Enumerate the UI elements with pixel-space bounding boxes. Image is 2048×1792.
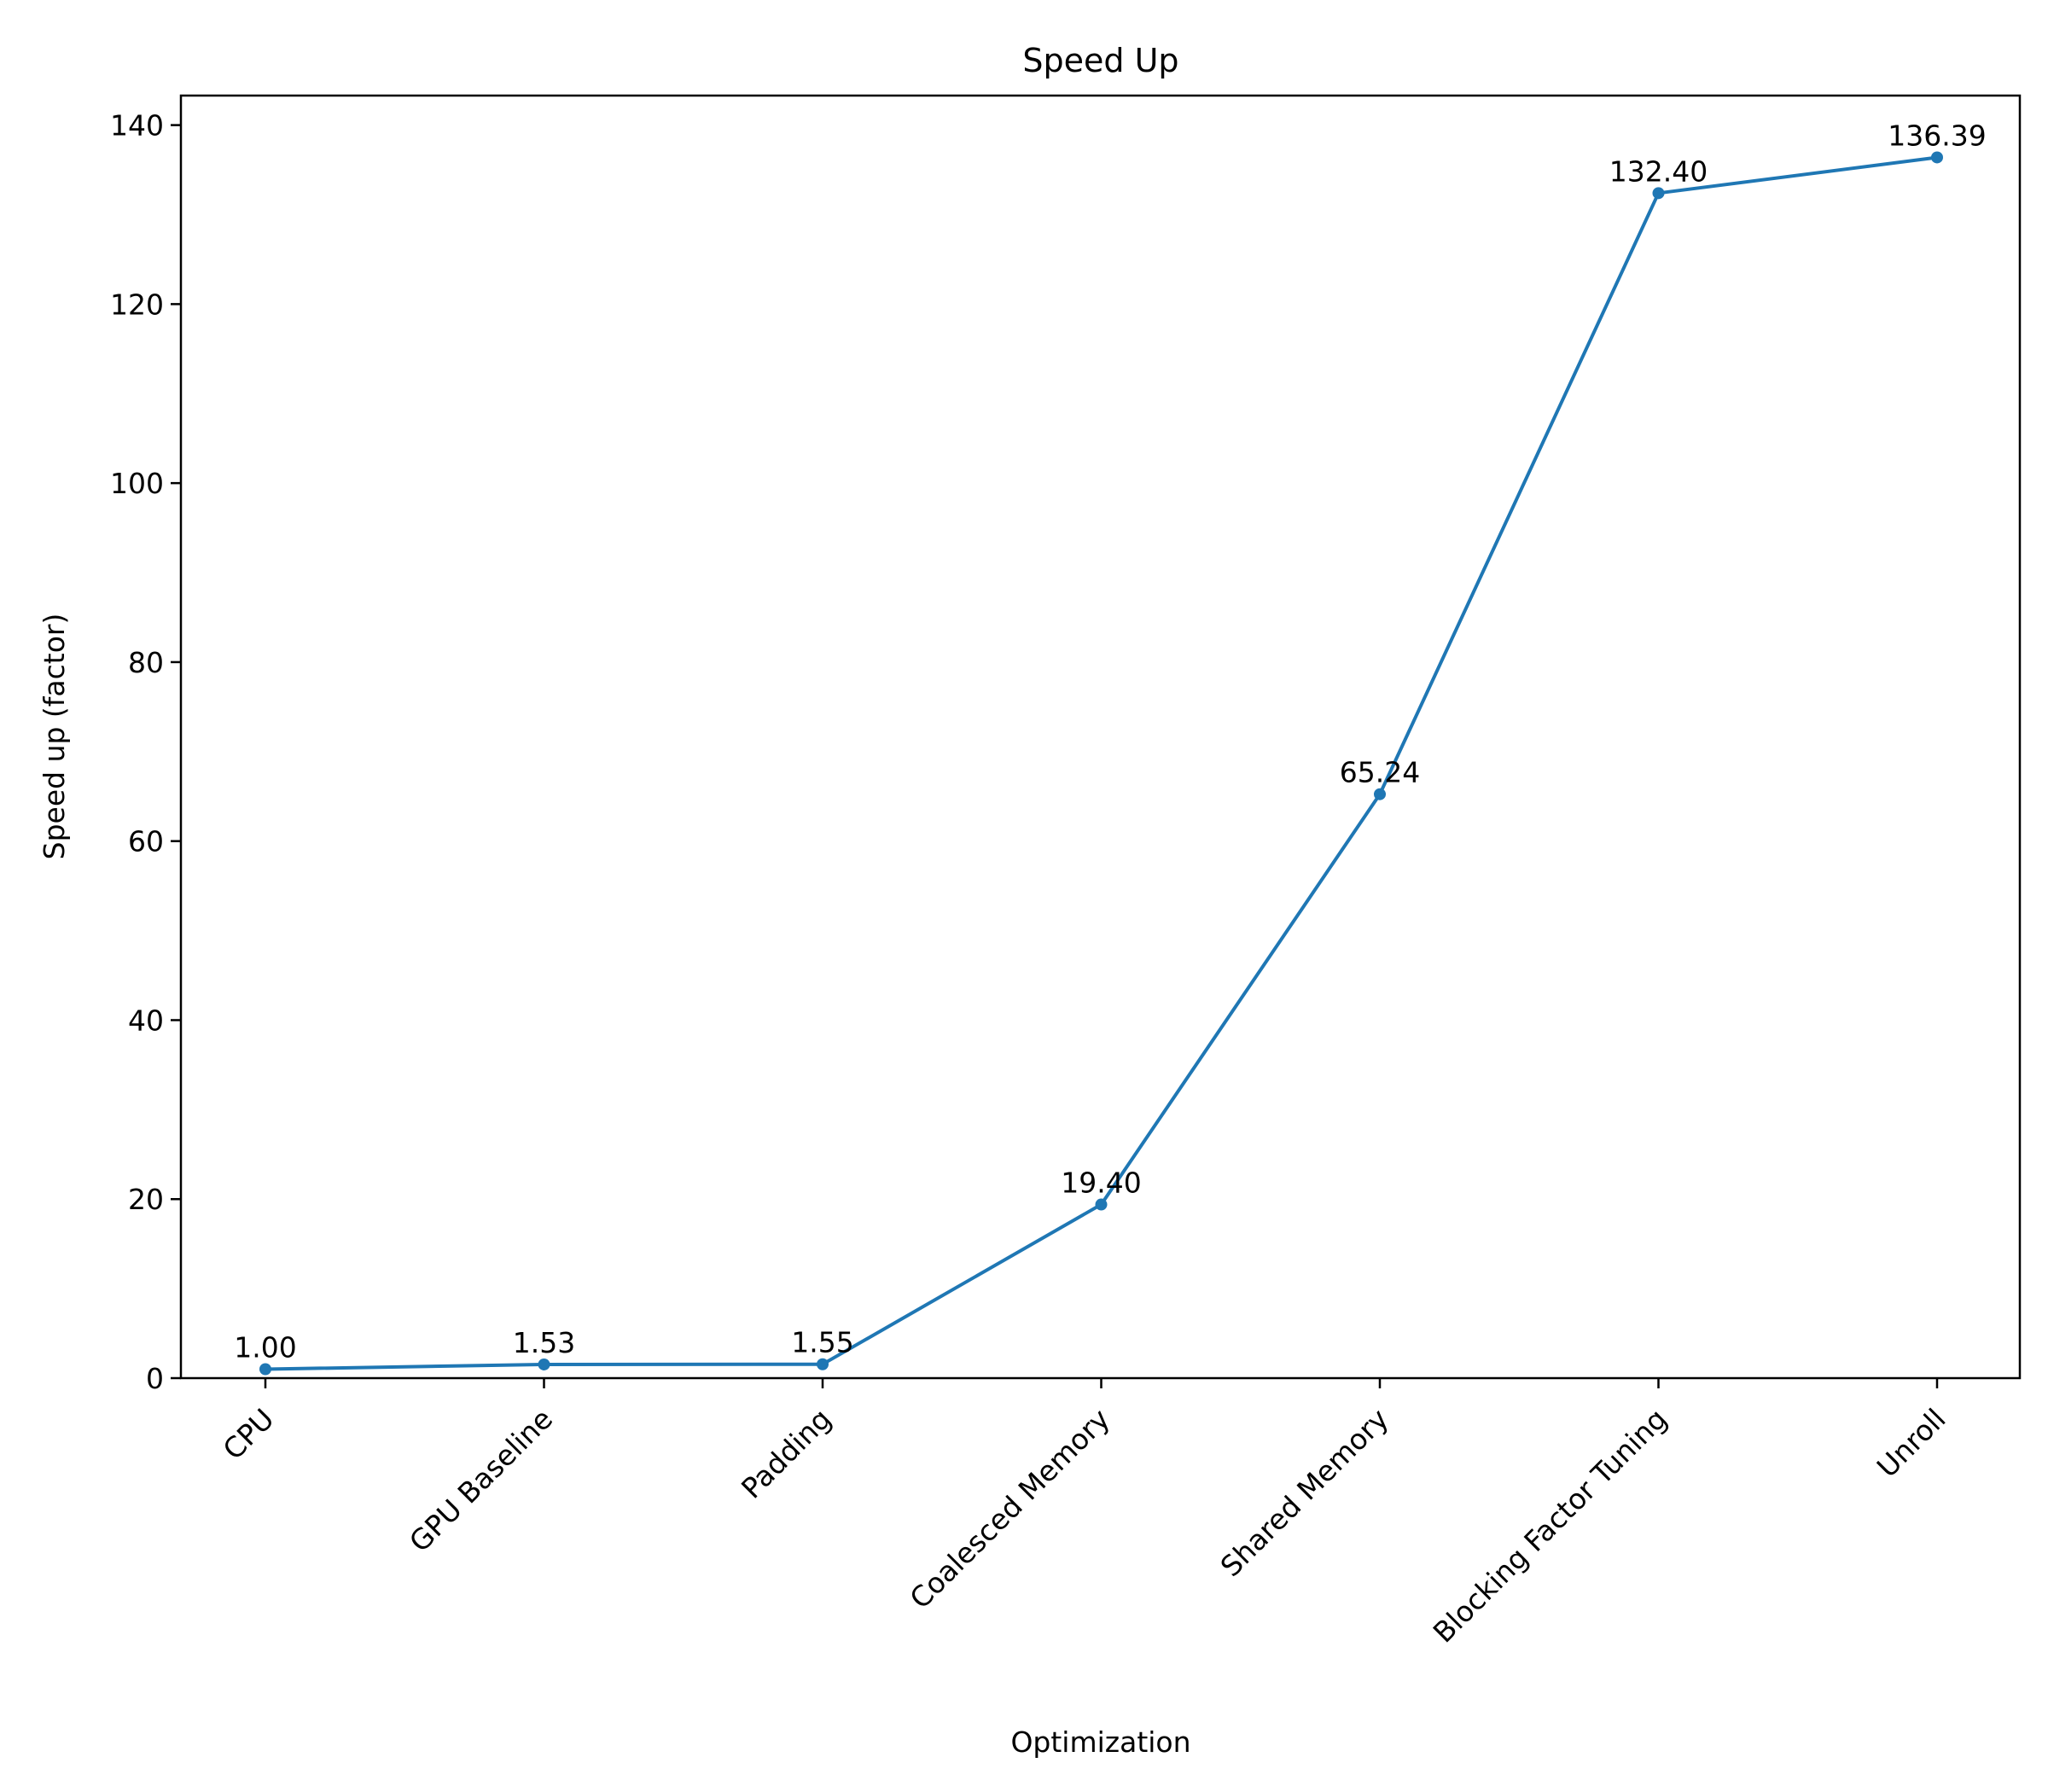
x-tick-label: Unroll	[1871, 1402, 1952, 1484]
data-point	[817, 1358, 829, 1370]
data-label: 1.55	[791, 1326, 853, 1359]
x-axis-label: Optimization	[1010, 1725, 1190, 1759]
data-label: 1.00	[234, 1331, 296, 1364]
data-point	[538, 1358, 550, 1370]
data-point	[1652, 187, 1665, 200]
data-point	[259, 1363, 271, 1376]
x-tick-label: Blocking Factor Tuning	[1427, 1402, 1673, 1649]
chart-title: Speed Up	[1022, 42, 1178, 79]
y-tick-label: 0	[146, 1362, 164, 1395]
data-point	[1374, 788, 1386, 800]
data-label: 65.24	[1340, 756, 1420, 789]
data-label: 19.40	[1061, 1167, 1141, 1200]
x-tick-label: CPU	[217, 1402, 281, 1466]
data-label: 1.53	[513, 1326, 575, 1359]
y-tick-label: 20	[128, 1183, 164, 1216]
x-tick-label: Coalesced Memory	[903, 1402, 1116, 1615]
data-label: 136.39	[1888, 119, 1986, 152]
data-point	[1931, 151, 1943, 164]
y-tick-label: 60	[128, 825, 164, 858]
y-tick-label: 140	[110, 109, 164, 143]
x-tick-label: Padding	[735, 1402, 838, 1505]
y-axis-label: Speed up (factor)	[38, 614, 71, 860]
x-tick-label: GPU Baseline	[403, 1402, 559, 1558]
y-tick-label: 40	[128, 1004, 164, 1037]
data-point	[1095, 1198, 1108, 1211]
y-tick-label: 80	[128, 646, 164, 679]
x-tick-label: Shared Memory	[1214, 1402, 1395, 1583]
plot-area: 0 20 40 60 80 100 120 140 CPU GPU Baseline Padding…	[110, 94, 2022, 1649]
y-tick-label: 100	[110, 467, 164, 500]
y-tick-label: 120	[110, 288, 164, 321]
data-label: 132.40	[1609, 154, 1708, 188]
